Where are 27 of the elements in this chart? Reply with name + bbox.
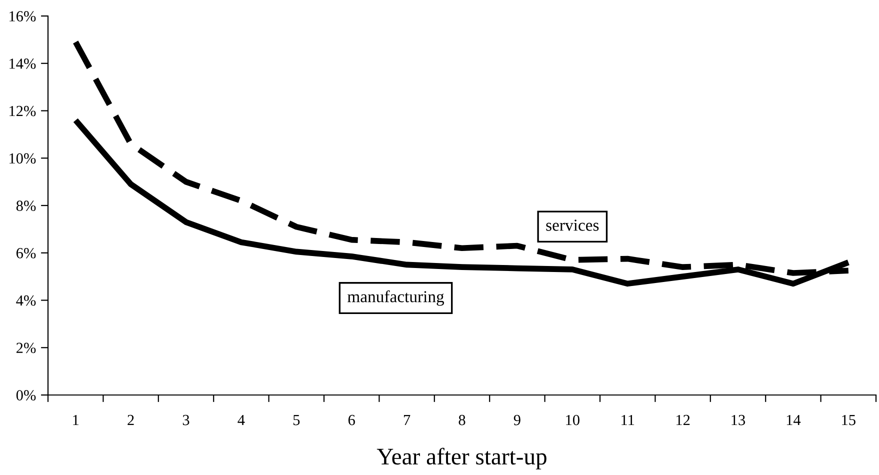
x-tick-label: 10 (566, 414, 580, 426)
x-tick-label: 3 (182, 414, 190, 426)
series-label: manufacturing (348, 290, 444, 306)
x-tick-label: 14 (786, 414, 801, 426)
x-tick-label: 4 (238, 414, 245, 426)
x-tick-label: 2 (128, 414, 134, 426)
x-tick-label: 8 (458, 414, 466, 426)
x-tick-label: 13 (732, 414, 746, 426)
x-tick-label: 5 (293, 415, 300, 426)
x-tick-label: 15 (842, 414, 856, 426)
y-tick-label: 10% (10, 153, 36, 164)
series-label: services (546, 220, 599, 231)
x-tick-label: 6 (348, 414, 355, 426)
y-tick-label: 8% (16, 200, 36, 211)
x-tick-label: 1 (73, 414, 79, 426)
y-tick-label: 4% (16, 295, 36, 306)
x-tick-label: 11 (622, 414, 634, 426)
x-tick-label: 12 (676, 414, 690, 426)
y-tick-label: 16% (10, 11, 36, 22)
x-tick-label: 9 (514, 414, 520, 426)
y-tick-label: 0% (16, 390, 36, 400)
y-tick-label: 2% (16, 342, 36, 354)
y-tick-label: 14% (10, 58, 36, 69)
y-tick-label: 12% (10, 106, 36, 116)
y-tick-label: 6% (16, 248, 36, 258)
x-axis-title: Year after start-up (376, 448, 546, 470)
x-tick-label: 7 (404, 415, 410, 426)
